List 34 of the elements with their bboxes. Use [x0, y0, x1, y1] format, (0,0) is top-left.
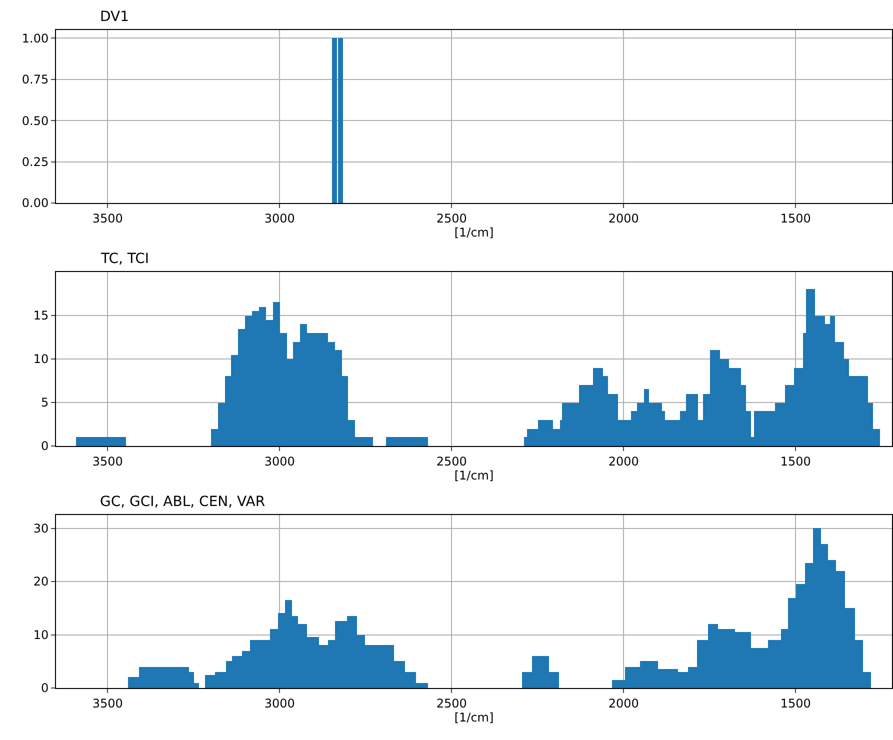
x-axis-title: [1/cm] — [454, 225, 494, 240]
chart-title: GC, GCI, ABL, CEN, VAR — [100, 494, 266, 510]
y-tick-label: 15 — [33, 308, 49, 323]
x-tick-label: 2500 — [436, 211, 467, 226]
x-tick-label: 3000 — [264, 454, 295, 468]
x-tick-label: 3500 — [92, 211, 123, 226]
x-tick-label: 2000 — [608, 211, 639, 226]
y-tick-label: 0.50 — [22, 114, 49, 128]
x-axis-title: [1/cm] — [454, 468, 494, 482]
y-tick-label: 0.75 — [22, 72, 49, 87]
x-tick-label: 3500 — [92, 696, 123, 710]
x-tick-label: 3000 — [264, 211, 295, 226]
y-tick-label: 0.00 — [22, 196, 49, 210]
x-tick-label: 2500 — [436, 454, 467, 468]
y-tick-label: 30 — [33, 522, 49, 536]
chart-title: DV1 — [100, 9, 130, 25]
y-tick-label: 0 — [40, 681, 49, 696]
x-axis-title: [1/cm] — [454, 710, 494, 724]
y-tick-label: 10 — [33, 628, 49, 642]
y-tick-label: 5 — [40, 396, 49, 410]
y-tick-label: 20 — [33, 574, 49, 589]
y-tick-label: 10 — [33, 352, 49, 366]
y-tick-label: 1.00 — [22, 31, 49, 46]
y-tick-label: 0.25 — [22, 155, 49, 170]
x-tick-label: 1500 — [780, 696, 811, 710]
x-tick-label: 3000 — [264, 696, 295, 710]
x-tick-label: 2500 — [436, 696, 467, 710]
x-tick-label: 2000 — [608, 696, 639, 710]
x-tick-label: 3500 — [92, 454, 123, 468]
chart-title: TC, TCI — [100, 251, 150, 267]
x-tick-label: 1500 — [780, 211, 811, 226]
y-tick-label: 0 — [40, 439, 49, 454]
x-tick-label: 2000 — [608, 454, 639, 468]
x-tick-label: 1500 — [780, 454, 811, 468]
